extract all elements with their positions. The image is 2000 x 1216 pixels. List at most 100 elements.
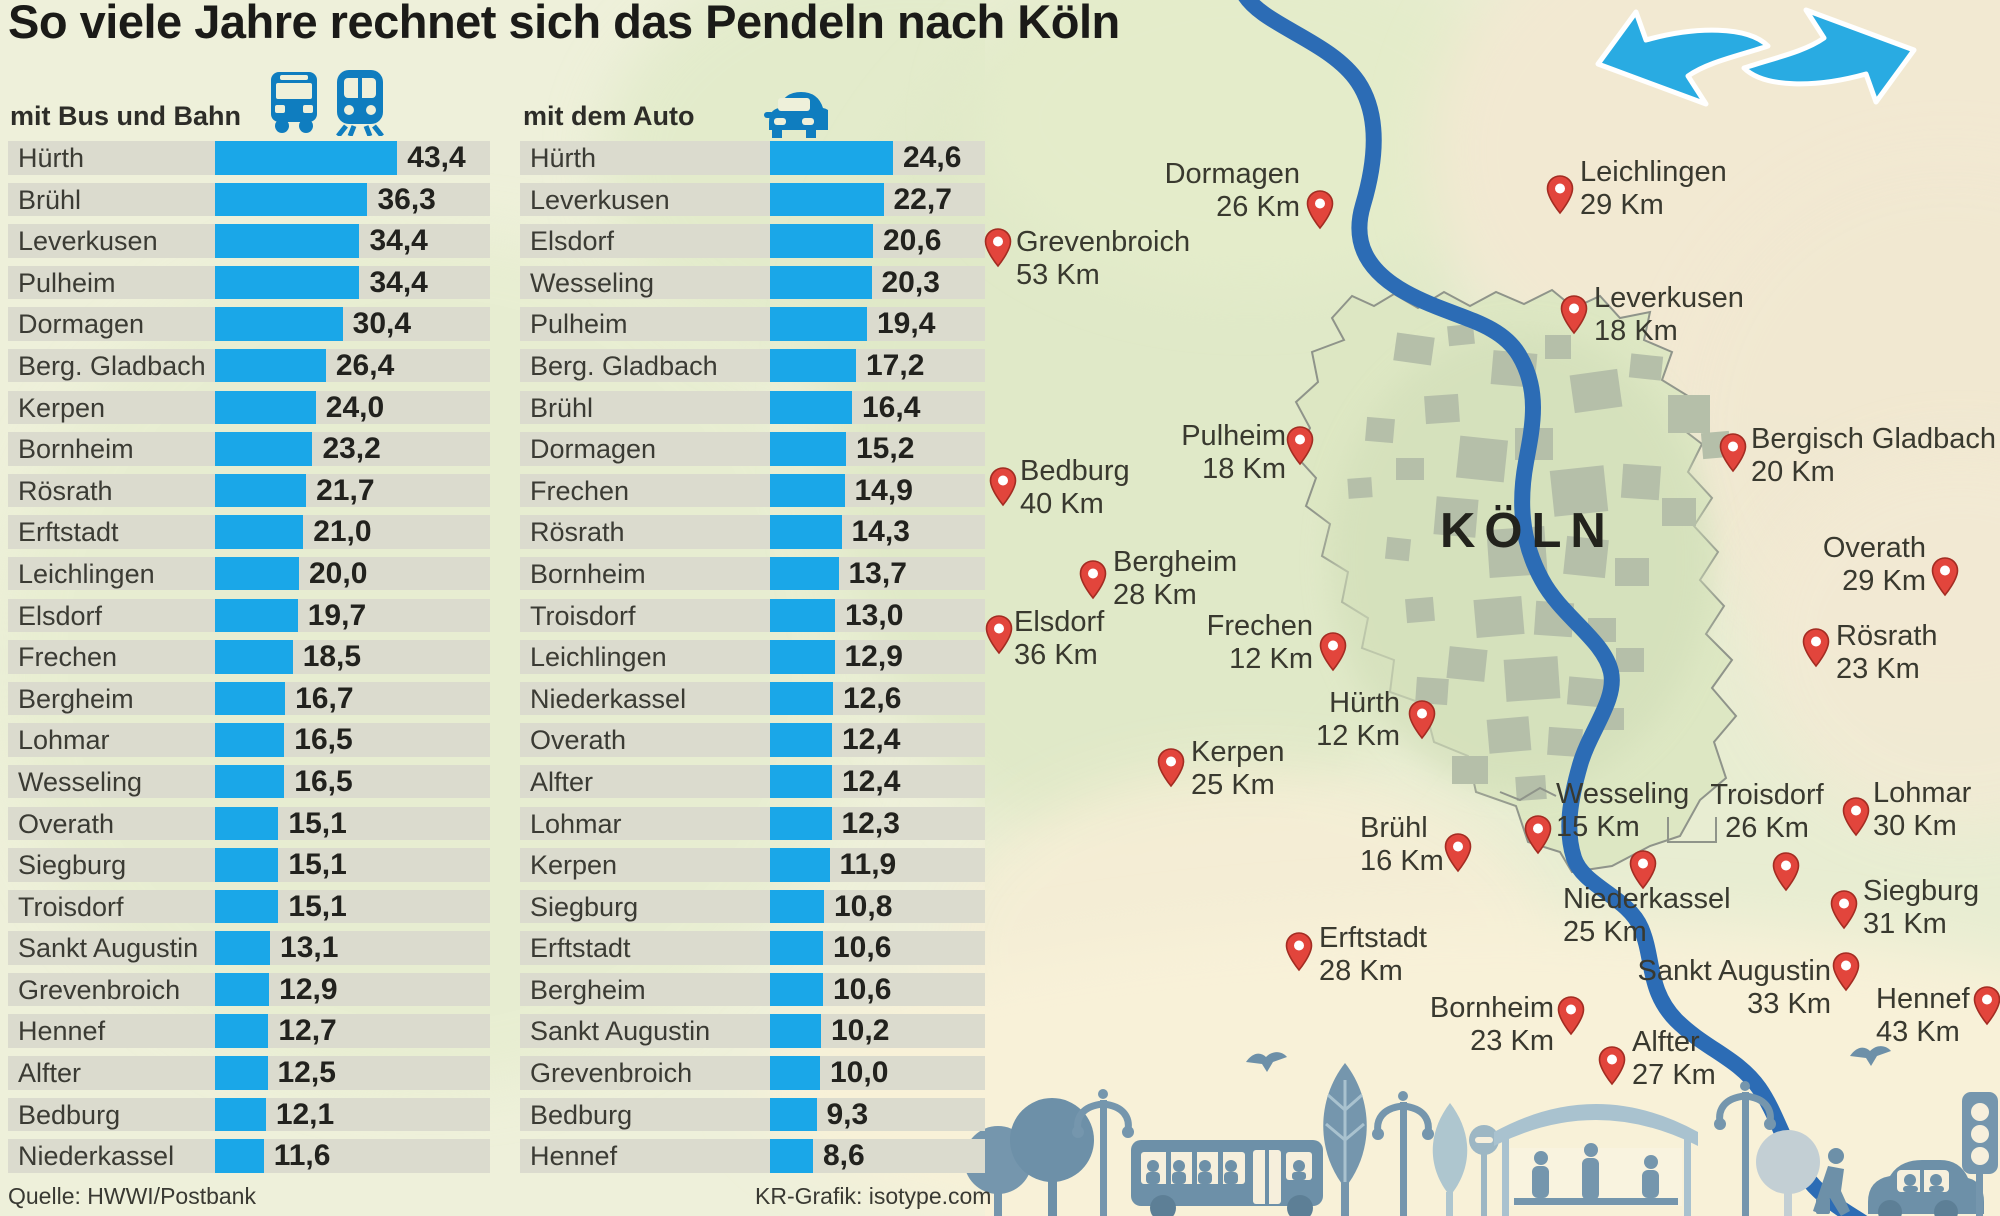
bar-row-label: Troisdorf xyxy=(530,600,636,631)
rhein-river xyxy=(1238,0,1868,1216)
bar xyxy=(770,182,884,217)
bar-row-label: Hennef xyxy=(530,1141,618,1172)
bar xyxy=(215,764,285,799)
bar xyxy=(770,972,823,1007)
bar xyxy=(215,224,360,258)
bar-row: Frechen 14,9 xyxy=(520,473,985,508)
train-icon xyxy=(336,70,384,136)
bar xyxy=(215,1139,264,1173)
bar xyxy=(215,556,299,591)
bus-icon xyxy=(271,72,317,133)
bar-row-label: Leichlingen xyxy=(530,642,667,673)
bar-row-label: Hürth xyxy=(530,143,597,173)
bar-value: 22,7 xyxy=(893,182,952,216)
bus-bahn-chart-header: mit Bus und Bahn xyxy=(10,101,241,131)
bar-row-label: Niederkassel xyxy=(18,1141,175,1172)
bar-row-label: Elsdorf xyxy=(530,226,615,257)
bar-row: Alfter 12,4 xyxy=(520,764,985,799)
bar-row: Leverkusen 34,4 xyxy=(8,224,490,258)
bar-row-label: Berg. Gladbach xyxy=(530,350,718,381)
bar-row-label: Rösrath xyxy=(530,517,625,548)
bar xyxy=(215,806,279,840)
bar-value: 9,3 xyxy=(826,1097,869,1131)
bar xyxy=(770,931,823,965)
bar-row: Wesseling 20,3 xyxy=(520,265,985,300)
bar-value: 18,5 xyxy=(302,640,362,674)
bar-row-label: Leichlingen xyxy=(18,558,155,589)
bar xyxy=(770,348,856,383)
bar-row-label: Rösrath xyxy=(18,475,113,506)
bar xyxy=(770,473,845,508)
bar-value: 10,0 xyxy=(830,1056,889,1090)
bar-value: 11,9 xyxy=(839,848,897,882)
bar-row: Alfter 12,5 xyxy=(8,1056,490,1090)
bar-row-label: Siegburg xyxy=(530,891,639,922)
bar xyxy=(770,1139,813,1173)
bar xyxy=(770,307,867,341)
bar-row-label: Hürth xyxy=(18,143,85,173)
bar-row-label: Bedburg xyxy=(18,1099,121,1130)
bar xyxy=(770,681,833,716)
bar-row-label: Leverkusen xyxy=(18,226,158,257)
bar-row-label: Overath xyxy=(18,808,115,839)
bar-value: 15,1 xyxy=(288,889,347,923)
bar-row-label: Kerpen xyxy=(530,850,618,881)
bar-value: 15,2 xyxy=(856,432,915,466)
bar-value: 12,9 xyxy=(844,640,903,674)
bar-row-label: Wesseling xyxy=(18,766,143,797)
bar-row: Niederkassel 11,6 xyxy=(8,1139,490,1173)
bar-row-label: Niederkassel xyxy=(530,683,687,714)
bar-value: 24,6 xyxy=(903,141,962,174)
bar-row-label: Pulheim xyxy=(530,309,628,340)
bus-bahn-chart: Hürth 43,4 Brühl 36,3 Leverkusen 34,4 Pulheim 3… xyxy=(8,141,490,1181)
bar-row-label: Sankt Augustin xyxy=(18,933,199,964)
page-title: So viele Jahre rechnet sich das Pendeln … xyxy=(8,0,1120,48)
bar-row: Hürth 43,4 xyxy=(8,141,490,175)
bar-row: Rösrath 14,3 xyxy=(520,515,985,549)
bar-value: 12,4 xyxy=(842,764,901,798)
bar-value: 14,9 xyxy=(854,473,913,507)
bar-row: Hürth 24,6 xyxy=(520,141,985,175)
bar xyxy=(215,848,279,882)
bar-value: 12,7 xyxy=(278,1014,337,1048)
bar-row: Dormagen 15,2 xyxy=(520,432,985,466)
bar-row: Bedburg 12,1 xyxy=(8,1097,490,1132)
bar xyxy=(215,473,307,508)
bar-row-label: Berg. Gladbach xyxy=(18,350,206,381)
bar xyxy=(770,1097,817,1132)
bar xyxy=(770,1014,821,1048)
bar-value: 20,0 xyxy=(309,556,368,590)
bar-row-label: Bornheim xyxy=(18,434,134,465)
bar-row-label: Elsdorf xyxy=(18,600,103,631)
bar-value: 16,4 xyxy=(862,390,921,424)
bar-row-label: Brühl xyxy=(18,184,82,215)
bar-value: 34,4 xyxy=(369,224,428,258)
auto-chart-header: mit dem Auto xyxy=(523,101,695,131)
bar-value: 12,4 xyxy=(842,723,901,757)
bar-value: 36,3 xyxy=(377,182,436,216)
bar xyxy=(215,1014,269,1048)
bar-value: 20,6 xyxy=(883,224,942,258)
bar xyxy=(215,640,293,674)
bar-value: 16,5 xyxy=(294,764,353,798)
bar-row-label: Bedburg xyxy=(530,1099,633,1130)
bar-row: Elsdorf 20,6 xyxy=(520,224,985,258)
bar-row: Erftstadt 10,6 xyxy=(520,931,985,965)
bar-value: 11,6 xyxy=(273,1139,331,1173)
bar-row: Kerpen 11,9 xyxy=(520,848,985,882)
bar-value: 12,3 xyxy=(841,806,900,840)
bar-row-label: Brühl xyxy=(530,392,594,423)
bar-value: 12,5 xyxy=(277,1056,336,1090)
bar-value: 15,1 xyxy=(288,848,347,882)
bar-row: Hennef 8,6 xyxy=(520,1139,985,1173)
bar xyxy=(770,1056,820,1090)
bar xyxy=(770,224,873,258)
bar xyxy=(770,848,830,882)
bar-row: Rösrath 21,7 xyxy=(8,473,490,508)
bar-value: 8,6 xyxy=(823,1139,865,1173)
bar-row: Kerpen 24,0 xyxy=(8,390,490,425)
bar-value: 13,0 xyxy=(845,598,904,632)
bar xyxy=(215,182,368,217)
bar xyxy=(770,598,835,633)
bar xyxy=(215,681,286,716)
